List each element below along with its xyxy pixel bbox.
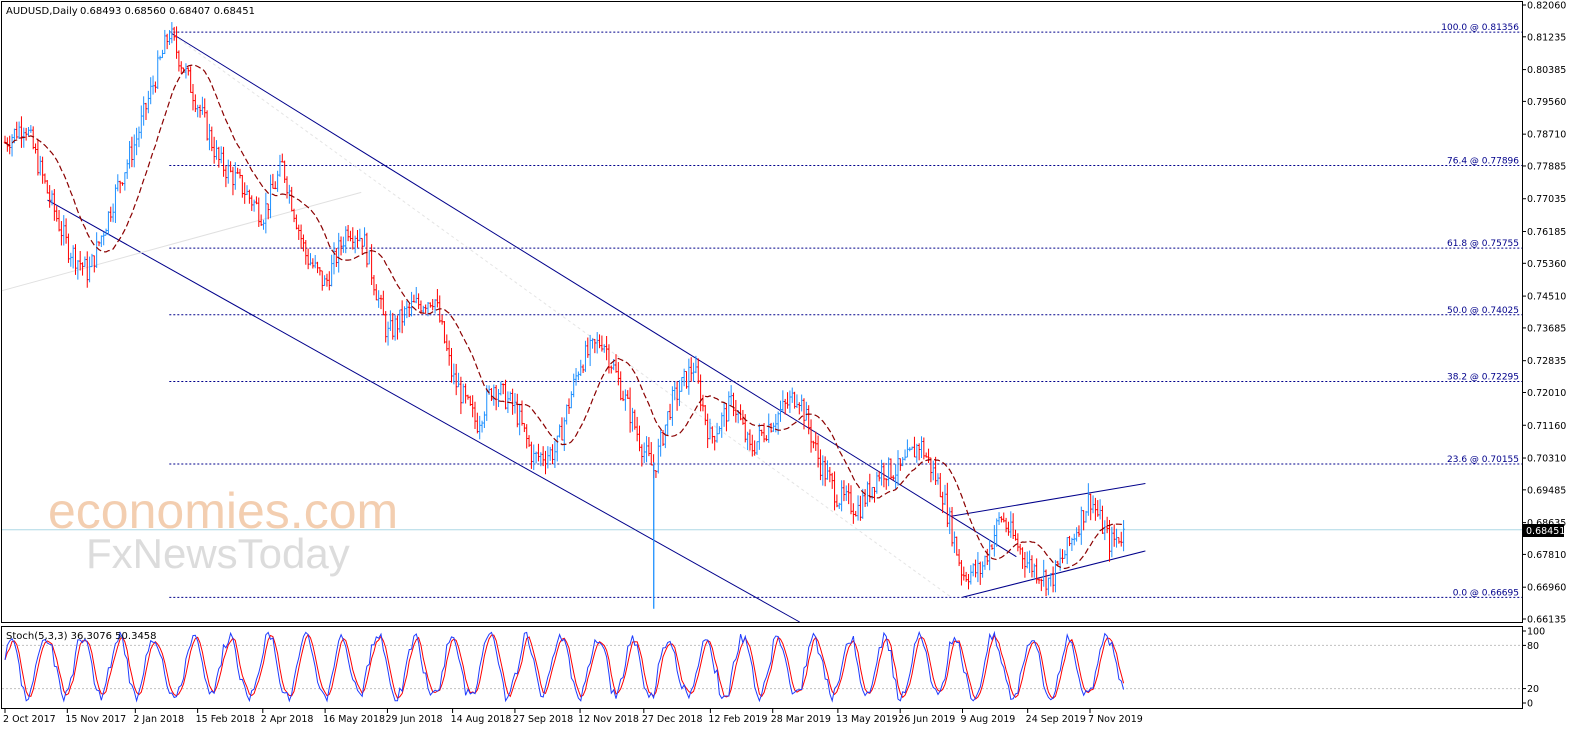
price-tick-label: 0.82060 [1527,1,1566,12]
price-tick-label: 0.69485 [1527,485,1566,496]
fib-level-label: 76.4 @ 0.77896 [1447,157,1519,167]
stoch-signal-line [4,633,1125,700]
time-axis: 2 Oct 2017 15 Nov 2017 2 Jan 2018 15 Feb 20… [3,709,1143,725]
time-tick-label: 2 Oct 2017 [3,714,56,725]
fib-level-label: 50.0 @ 0.74025 [1447,306,1519,316]
channel-mid-line [169,31,952,598]
time-tick-label: 12 Nov 2018 [578,714,639,725]
rising-channel-upper [951,482,1146,517]
price-tick-label: 0.80385 [1527,65,1566,76]
price-tick-label: 0.77035 [1527,194,1566,205]
time-tick-label: 2 Apr 2018 [261,714,314,725]
channel-lower-line [47,199,800,623]
time-tick-label: 27 Dec 2018 [642,714,703,725]
current-price-value: 0.68451 [1526,526,1565,537]
symbol-label: AUDUSD,Daily [6,6,78,17]
stoch-tick-label: 100 [1527,627,1545,638]
stochastic-pane[interactable] [1,626,1523,709]
time-tick-label: 27 Sep 2018 [513,714,573,725]
trend-channels [1,31,1146,623]
price-tick-label: 0.71160 [1527,421,1566,432]
stoch-tick-label: 80 [1527,641,1539,652]
time-tick-label: 9 Aug 2019 [961,714,1016,725]
price-axis: 0.82060 0.81235 0.80385 0.79560 0.78710 0.778… [1522,1,1566,710]
fib-level-label: 38.2 @ 0.72295 [1447,372,1519,382]
main-pane[interactable] [1,1,1523,623]
time-tick-label: 24 Sep 2019 [1026,714,1086,725]
price-tick-label: 0.81235 [1527,32,1566,43]
time-tick-label: 14 Aug 2018 [451,714,512,725]
price-tick-label: 0.75360 [1527,259,1566,270]
stoch-tick-label: 0 [1527,699,1533,710]
price-tick-label: 0.79560 [1527,97,1566,108]
time-tick-label: 12 Feb 2019 [708,714,767,725]
fib-level-label: 0.0 @ 0.66695 [1453,588,1519,598]
price-tick-label: 0.76185 [1527,227,1566,238]
price-tick-label: 0.77885 [1527,161,1566,172]
price-tick-label: 0.73685 [1527,323,1566,334]
price-bars [3,22,1125,609]
stochastic-lines [4,630,1125,703]
time-tick-label: 15 Feb 2018 [196,714,255,725]
watermark-line2: FxNewsToday [86,530,350,577]
time-tick-label: 7 Nov 2019 [1088,714,1143,725]
price-tick-label: 0.67810 [1527,550,1566,561]
ohlc-values: 0.68493 0.68560 0.68407 0.68451 [80,6,255,17]
time-tick-label: 26 Jun 2019 [898,714,955,725]
price-tick-label: 0.66960 [1527,583,1566,594]
stoch-main-line [4,630,1125,703]
price-tick-label: 0.74510 [1527,292,1566,303]
time-tick-label: 28 Mar 2019 [771,714,831,725]
price-tick-label: 0.68635 [1527,518,1566,529]
time-tick-label: 13 May 2019 [836,714,898,725]
fib-level-label: 61.8 @ 0.75755 [1447,239,1519,249]
time-tick-label: 15 Nov 2017 [65,714,126,725]
current-price-tag [1523,524,1564,537]
price-tick-label: 0.66135 [1527,615,1566,626]
price-tick-label: 0.72010 [1527,388,1566,399]
channel-upper-line [169,31,1017,558]
support-line [1,191,362,292]
moving-average-line [4,64,1124,570]
time-tick-label: 16 May 2018 [323,714,385,725]
time-tick-label: 29 Jun 2018 [385,714,442,725]
stochastic-label: Stoch(5,3,3) 36.3076 50.3458 [6,631,157,642]
price-tick-label: 0.72835 [1527,356,1566,367]
fibonacci-levels: 100.0 @ 0.81356 76.4 @ 0.77896 61.8 @ 0.75… [2,23,1522,690]
fib-level-label: 23.6 @ 0.70155 [1447,455,1519,465]
time-tick-label: 2 Jan 2018 [133,714,184,725]
fib-level-label: 100.0 @ 0.81356 [1441,23,1519,33]
rising-channel-lower [962,550,1146,598]
price-tick-label: 0.70310 [1527,454,1566,465]
stoch-tick-label: 20 [1527,684,1539,695]
price-tick-label: 0.78710 [1527,130,1566,141]
moving-average [4,64,1124,570]
